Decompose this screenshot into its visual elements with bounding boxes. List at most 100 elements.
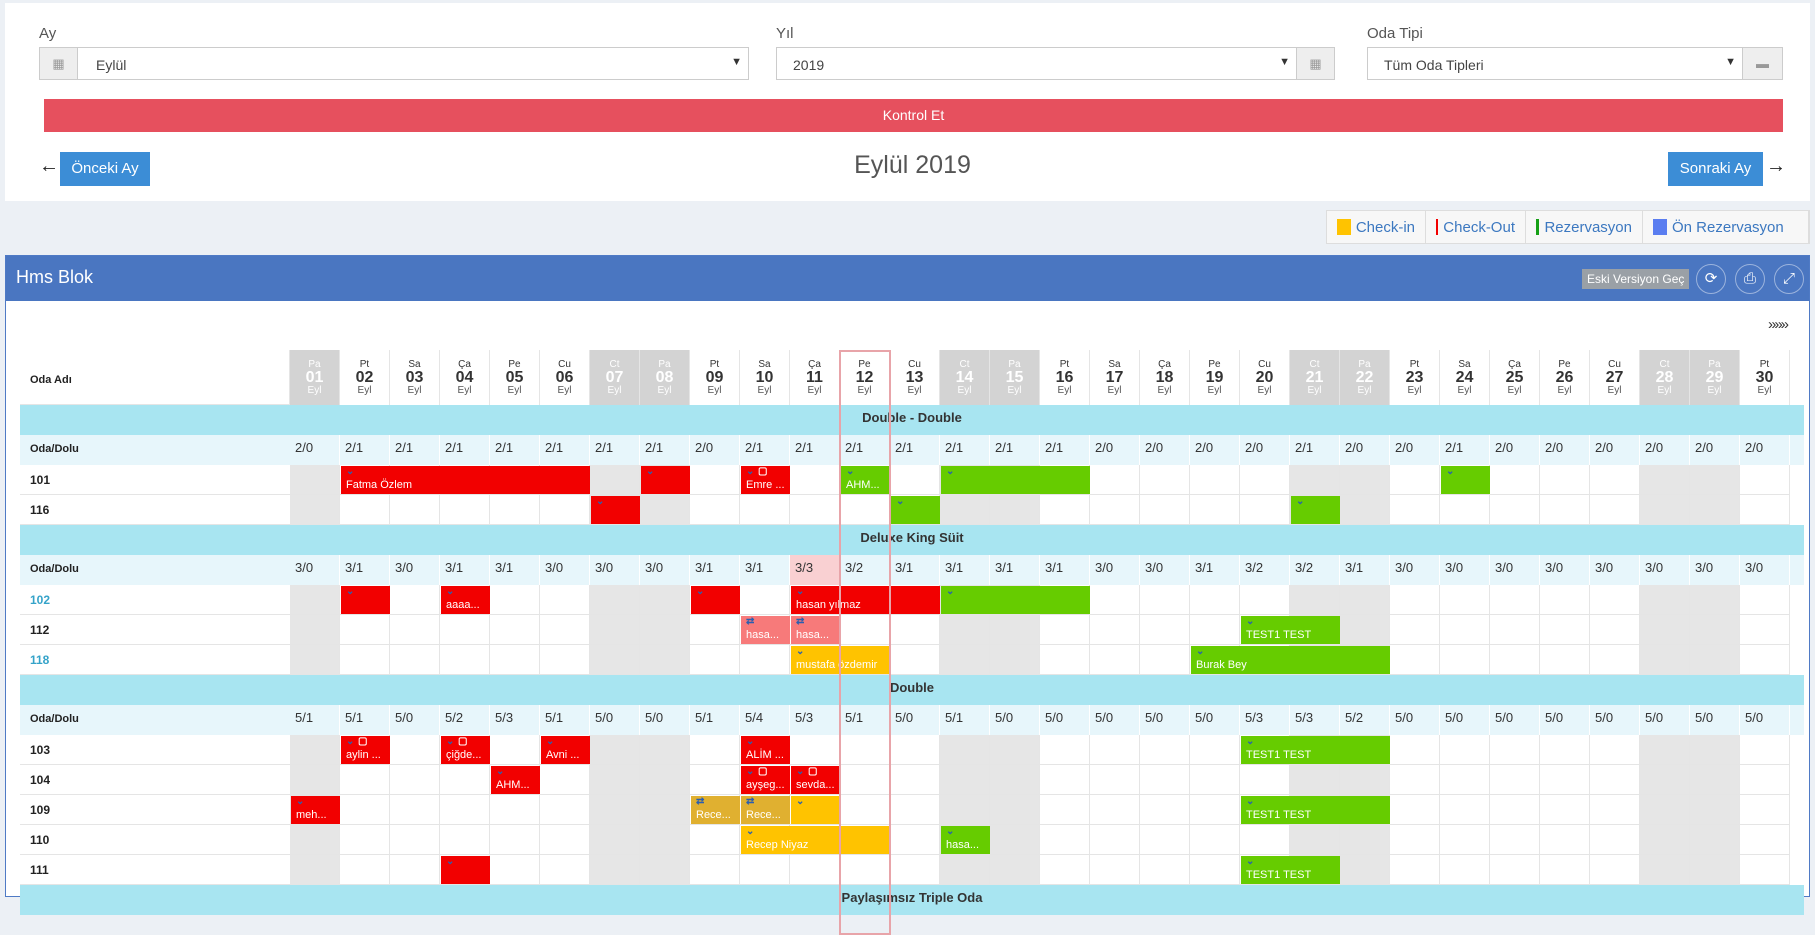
booking-bar[interactable]: ⌄ bbox=[341, 586, 390, 614]
day-cell[interactable] bbox=[890, 615, 940, 645]
day-cell[interactable] bbox=[640, 795, 690, 825]
day-cell[interactable] bbox=[1590, 585, 1640, 615]
day-cell[interactable] bbox=[340, 495, 390, 525]
day-cell[interactable] bbox=[490, 495, 540, 525]
day-cell[interactable] bbox=[1140, 735, 1190, 765]
day-cell[interactable] bbox=[1290, 585, 1340, 615]
day-cell[interactable] bbox=[840, 495, 890, 525]
day-cell[interactable] bbox=[290, 645, 340, 675]
day-header[interactable]: Ct 21 Eyl bbox=[1290, 350, 1340, 405]
booking-bar[interactable]: ⌄ bbox=[1291, 496, 1340, 524]
day-cell[interactable] bbox=[490, 585, 540, 615]
day-cell[interactable] bbox=[890, 765, 940, 795]
day-header[interactable]: Sa 10 Eyl bbox=[740, 350, 790, 405]
day-header[interactable]: Pa 29 Eyl bbox=[1690, 350, 1740, 405]
day-header[interactable]: Cu 27 Eyl bbox=[1590, 350, 1640, 405]
day-cell[interactable] bbox=[1540, 735, 1590, 765]
day-cell[interactable] bbox=[1040, 825, 1090, 855]
day-cell[interactable] bbox=[1490, 855, 1540, 885]
day-cell[interactable] bbox=[590, 795, 640, 825]
day-cell[interactable] bbox=[890, 735, 940, 765]
day-cell[interactable] bbox=[1040, 855, 1090, 885]
day-cell[interactable] bbox=[1240, 585, 1290, 615]
day-cell[interactable] bbox=[1340, 585, 1390, 615]
day-cell[interactable] bbox=[840, 795, 890, 825]
booking-bar[interactable]: ⇄ hasa... bbox=[741, 616, 790, 644]
legend-item[interactable]: Check-Out bbox=[1426, 211, 1526, 243]
day-cell[interactable] bbox=[1740, 735, 1790, 765]
day-cell[interactable] bbox=[1240, 465, 1290, 495]
day-header[interactable]: Pe 12 Eyl bbox=[840, 350, 890, 405]
day-cell[interactable] bbox=[1340, 615, 1390, 645]
day-cell[interactable] bbox=[1740, 585, 1790, 615]
day-cell[interactable] bbox=[1190, 795, 1240, 825]
day-cell[interactable] bbox=[1740, 495, 1790, 525]
day-header[interactable]: Sa 17 Eyl bbox=[1090, 350, 1140, 405]
day-cell[interactable] bbox=[1040, 765, 1090, 795]
day-cell[interactable] bbox=[690, 465, 740, 495]
day-cell[interactable] bbox=[1490, 585, 1540, 615]
booking-bar[interactable]: ⌄ mustafa özdemir bbox=[791, 646, 890, 674]
day-cell[interactable] bbox=[1140, 585, 1190, 615]
day-cell[interactable] bbox=[1040, 495, 1090, 525]
day-cell[interactable] bbox=[1440, 615, 1490, 645]
day-cell[interactable] bbox=[790, 735, 840, 765]
day-cell[interactable] bbox=[1190, 735, 1240, 765]
day-cell[interactable] bbox=[1240, 825, 1290, 855]
booking-bar[interactable]: ⌄ ▢ aylin ... bbox=[341, 736, 390, 764]
day-cell[interactable] bbox=[340, 855, 390, 885]
booking-bar[interactable]: ⌄ bbox=[791, 796, 840, 824]
booking-bar[interactable]: ⌄ hasan yılmaz bbox=[791, 586, 940, 614]
day-cell[interactable] bbox=[1690, 855, 1740, 885]
day-cell[interactable] bbox=[1190, 825, 1240, 855]
day-cell[interactable] bbox=[940, 615, 990, 645]
day-cell[interactable] bbox=[940, 645, 990, 675]
day-cell[interactable] bbox=[940, 795, 990, 825]
day-cell[interactable] bbox=[640, 495, 690, 525]
day-cell[interactable] bbox=[490, 855, 540, 885]
day-cell[interactable] bbox=[1540, 855, 1590, 885]
day-cell[interactable] bbox=[490, 825, 540, 855]
legend-item[interactable]: Check-in bbox=[1327, 211, 1426, 243]
day-cell[interactable] bbox=[940, 495, 990, 525]
day-cell[interactable] bbox=[890, 645, 940, 675]
day-cell[interactable] bbox=[1540, 465, 1590, 495]
day-cell[interactable] bbox=[840, 615, 890, 645]
day-cell[interactable] bbox=[290, 735, 340, 765]
day-cell[interactable] bbox=[790, 465, 840, 495]
day-cell[interactable] bbox=[1040, 615, 1090, 645]
day-header[interactable]: Pe 19 Eyl bbox=[1190, 350, 1240, 405]
booking-bar[interactable]: ⌄ TEST1 TEST bbox=[1241, 796, 1390, 824]
booking-bar[interactable]: ⌄ hasa... bbox=[941, 826, 990, 854]
day-cell[interactable] bbox=[1590, 795, 1640, 825]
day-cell[interactable] bbox=[1140, 495, 1190, 525]
day-cell[interactable] bbox=[1340, 765, 1390, 795]
day-cell[interactable] bbox=[1690, 495, 1740, 525]
day-cell[interactable] bbox=[890, 855, 940, 885]
day-cell[interactable] bbox=[1390, 615, 1440, 645]
day-cell[interactable] bbox=[640, 645, 690, 675]
day-cell[interactable] bbox=[1490, 465, 1540, 495]
day-cell[interactable] bbox=[1090, 765, 1140, 795]
day-cell[interactable] bbox=[1390, 795, 1440, 825]
day-cell[interactable] bbox=[390, 495, 440, 525]
booking-bar[interactable]: ⇄ Rece... bbox=[691, 796, 740, 824]
day-cell[interactable] bbox=[890, 465, 940, 495]
day-cell[interactable] bbox=[1540, 645, 1590, 675]
day-cell[interactable] bbox=[1690, 615, 1740, 645]
booking-bar[interactable]: ⌄ ▢ sevda... bbox=[791, 766, 840, 794]
day-cell[interactable] bbox=[1640, 795, 1690, 825]
day-cell[interactable] bbox=[540, 645, 590, 675]
day-cell[interactable] bbox=[890, 795, 940, 825]
booking-bar[interactable]: ⌄ bbox=[441, 856, 490, 884]
day-cell[interactable] bbox=[1390, 855, 1440, 885]
day-cell[interactable] bbox=[490, 645, 540, 675]
day-cell[interactable] bbox=[1390, 495, 1440, 525]
day-header[interactable]: Pa 15 Eyl bbox=[990, 350, 1040, 405]
day-cell[interactable] bbox=[640, 585, 690, 615]
booking-bar[interactable]: ⌄ bbox=[641, 466, 690, 494]
day-cell[interactable] bbox=[1490, 825, 1540, 855]
booking-bar[interactable]: ⌄ ▢ çiğde... bbox=[441, 736, 490, 764]
day-cell[interactable] bbox=[1090, 735, 1140, 765]
day-cell[interactable] bbox=[1090, 855, 1140, 885]
